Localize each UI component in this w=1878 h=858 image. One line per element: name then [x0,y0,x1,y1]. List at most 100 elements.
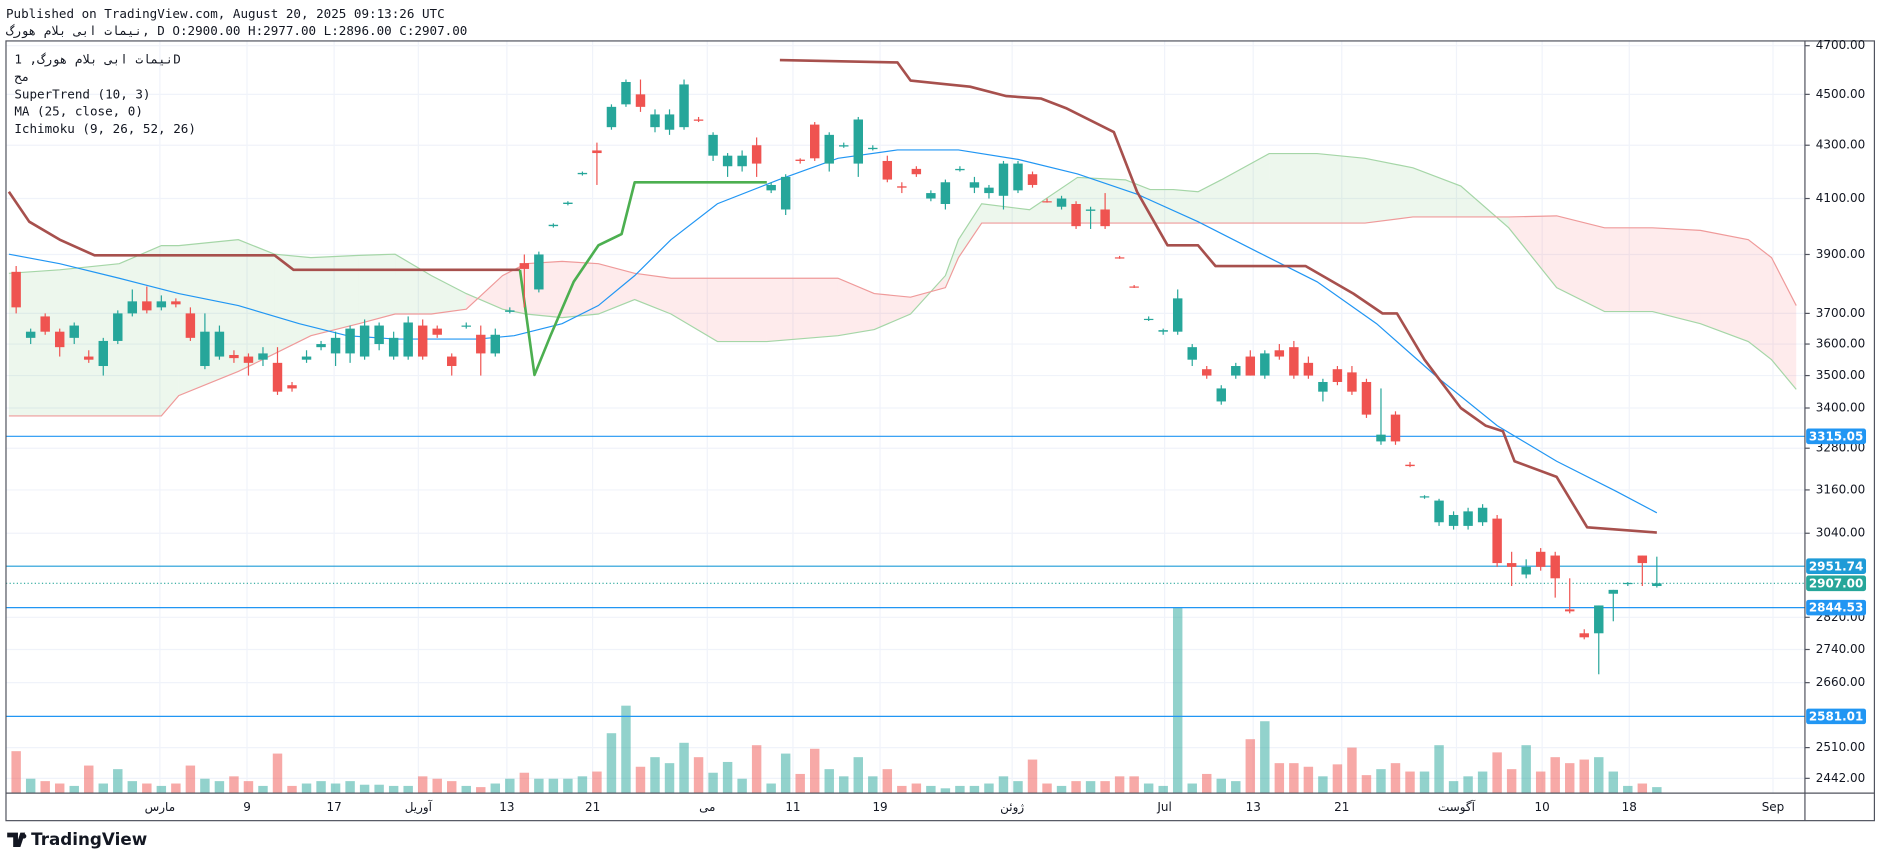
candle-body [1405,464,1415,467]
cloud-fill [1652,227,1701,324]
candle-body [635,94,646,107]
candle-body [1071,203,1081,227]
volume-bar [722,761,733,794]
candle-body [1652,583,1662,586]
volume-bar [592,771,602,794]
candle-body [1550,555,1560,579]
candle-body [447,356,457,367]
volume-bar [1129,776,1139,794]
cloud-fill [717,278,767,342]
x-tick-label: 13 [499,800,514,814]
candle-body [142,301,152,311]
candle-body [621,81,631,105]
y-tick-label: 4700.00 [1816,38,1866,52]
volume-bar [113,769,123,794]
x-tick-label: 21 [585,800,600,814]
x-tick-label: 9 [243,800,251,814]
candle-body [548,224,559,227]
supertrend-line [518,180,767,377]
volume-bar [969,785,980,794]
candle-body [40,316,50,332]
candle-body [882,160,893,180]
candle-body [113,313,123,341]
volume-bar [577,776,588,794]
candle-body [229,354,239,359]
x-tick-label: مارس [145,800,175,815]
candle-body [1143,318,1154,321]
candle-body [1260,353,1270,376]
x-tick-label: 10 [1535,800,1550,814]
candle-body [1521,566,1531,575]
volume-bar [374,784,384,794]
candle-body [911,168,922,175]
cloud-fill [1604,227,1653,312]
candle-body [664,114,675,130]
candle-body [1216,388,1226,402]
y-tick-label: 3160.00 [1816,482,1866,496]
price-badge [1806,558,1867,574]
volume-bar [127,781,138,794]
ichimoku-span-a [8,152,1797,390]
y-tick-label: 3400.00 [1816,401,1866,415]
volume-bar [650,757,660,794]
volume-bar [1637,783,1648,794]
x-tick-label: 18 [1622,800,1637,814]
y-tick-label: 2660.00 [1816,675,1866,689]
cloud-fill [178,239,239,396]
supertrend-line [779,58,1657,534]
y-tick-label: 3600.00 [1816,337,1866,351]
cloud-fill [119,245,162,416]
volume-bar [1608,771,1619,794]
volume-bar [403,785,413,794]
volume-bar [780,753,791,794]
volume-bar [1419,771,1430,794]
volume-bar [984,783,994,794]
volume-bar [447,781,457,794]
cloud-fill [1269,153,1318,224]
cloud-fill [874,293,911,330]
volume-bar [1535,771,1546,794]
y-tick-label: 3500.00 [1816,368,1866,382]
cloud-fill [358,254,396,324]
x-tick-label: آوریل [405,799,433,815]
candle-body [258,353,268,360]
volume-bar [1521,745,1531,794]
candle-body [969,182,980,188]
volume-bar [635,766,646,794]
volume-bar [185,765,196,794]
candle-body [84,356,94,360]
cloud-fill [1508,215,1557,288]
candle-body [1318,381,1328,392]
volume-bar [621,705,631,794]
price-badge-label: 2844.53 [1809,601,1864,615]
candle-body [490,334,501,354]
volume-bar [1245,739,1256,794]
x-tick-label: 21 [1334,800,1349,814]
x-tick-label: Jul [1156,800,1171,814]
candle-body [868,147,878,150]
volume-bar [345,781,355,794]
price-badge-label: 2951.74 [1809,559,1864,573]
candle-body [1114,257,1125,259]
candle-body [243,356,254,363]
volume-bar [839,776,849,794]
candle-body [156,301,167,308]
x-tick-label: 17 [327,800,342,814]
cloud-fill [1748,239,1772,360]
volume-bar [156,785,167,794]
candle-body [127,301,138,314]
candle-body [1245,356,1256,376]
volume-bar [1303,766,1314,794]
cloud-fill [1221,153,1270,224]
candle-body [25,331,36,338]
volume-bar [505,778,515,794]
candle-body [824,134,834,164]
y-tick-label: 2442.00 [1816,771,1866,785]
volume-bar [142,783,152,794]
y-tick-label: 4300.00 [1816,138,1866,152]
volume-bar [955,785,965,794]
volume-bar [54,783,65,794]
volume-bar [1477,771,1488,794]
volume-bar [1071,781,1081,794]
